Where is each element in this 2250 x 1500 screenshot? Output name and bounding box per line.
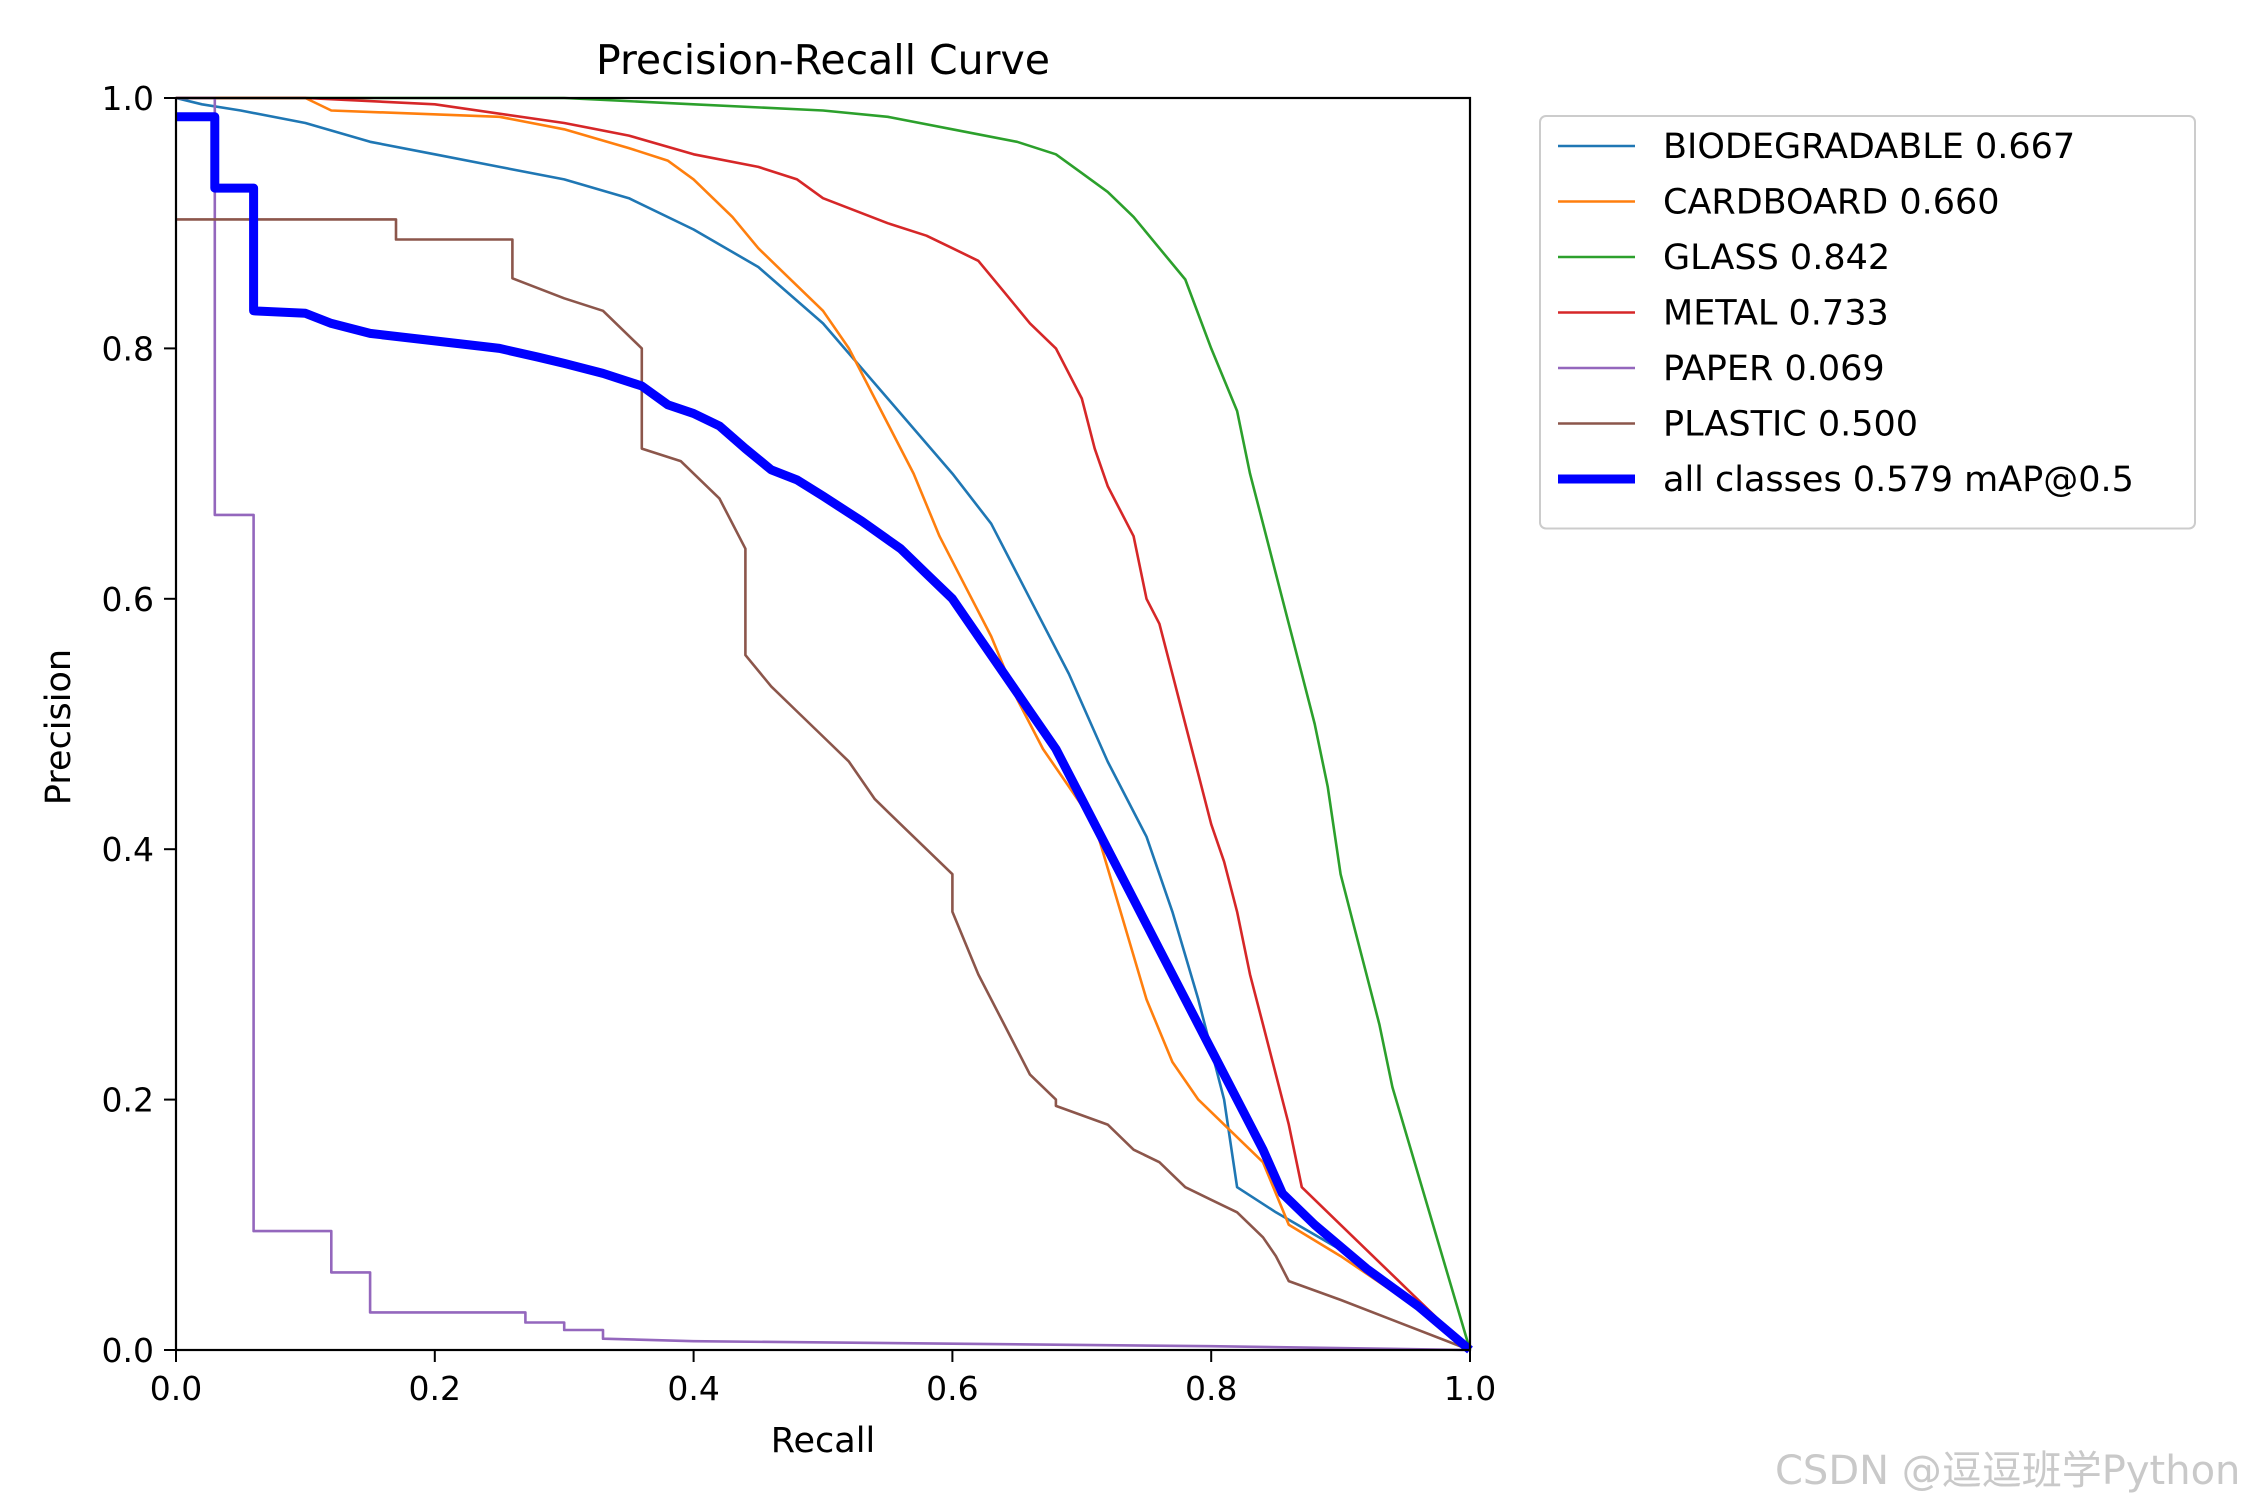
legend: BIODEGRADABLE 0.667 CARDBOARD 0.660 GLASS … <box>1539 115 2196 530</box>
legend-label: BIODEGRADABLE 0.667 <box>1663 127 2075 167</box>
x-tick-label: 0.4 <box>667 1369 719 1408</box>
series-line-2 <box>176 96 1472 1351</box>
series-line-3 <box>176 96 1471 1351</box>
y-tick-label: 0.8 <box>102 329 154 368</box>
legend-label: METAL 0.733 <box>1663 294 1889 334</box>
series-line-5 <box>176 218 1471 1352</box>
plot-area <box>175 96 1473 1354</box>
series-line-0 <box>175 96 1471 1351</box>
y-tick-label: 0.2 <box>102 1081 154 1120</box>
legend-label: PLASTIC 0.500 <box>1663 405 1918 445</box>
legend-label: PAPER 0.069 <box>1663 349 1885 389</box>
x-tick-label: 0.8 <box>1185 1369 1237 1408</box>
y-tick-label: 0.6 <box>102 580 154 619</box>
axes: 0.0 0.2 0.4 0.6 0.8 1.0 0.0 0.2 0.4 0.6 0.8 1.0 <box>102 79 1497 1408</box>
x-axis-title: Recall <box>771 1421 875 1461</box>
y-tick-label: 0.4 <box>102 830 154 869</box>
watermark-text: CSDN @逗逗班学Python <box>1775 1448 2241 1494</box>
y-tick-label: 1.0 <box>102 79 154 118</box>
x-tick-label: 0.6 <box>926 1369 978 1408</box>
x-tick-label: 0.2 <box>409 1369 461 1408</box>
legend-box <box>1539 115 2196 530</box>
legend-label: CARDBOARD 0.660 <box>1663 183 2000 223</box>
chart-title: Precision-Recall Curve <box>596 36 1050 84</box>
y-axis-title: Precision <box>39 649 79 805</box>
series-line-6 <box>176 112 1473 1354</box>
series-line-1 <box>176 96 1471 1352</box>
axes-frame <box>174 96 1472 1352</box>
x-tick-label: 0.0 <box>150 1369 202 1408</box>
y-tick-label: 0.0 <box>102 1331 154 1370</box>
series-line-4 <box>176 96 1471 1352</box>
x-tick-label: 1.0 <box>1444 1369 1496 1408</box>
plot-background <box>176 98 1470 1350</box>
legend-label: all classes 0.579 mAP@0.5 <box>1663 460 2134 500</box>
legend-label: GLASS 0.842 <box>1663 238 1890 278</box>
